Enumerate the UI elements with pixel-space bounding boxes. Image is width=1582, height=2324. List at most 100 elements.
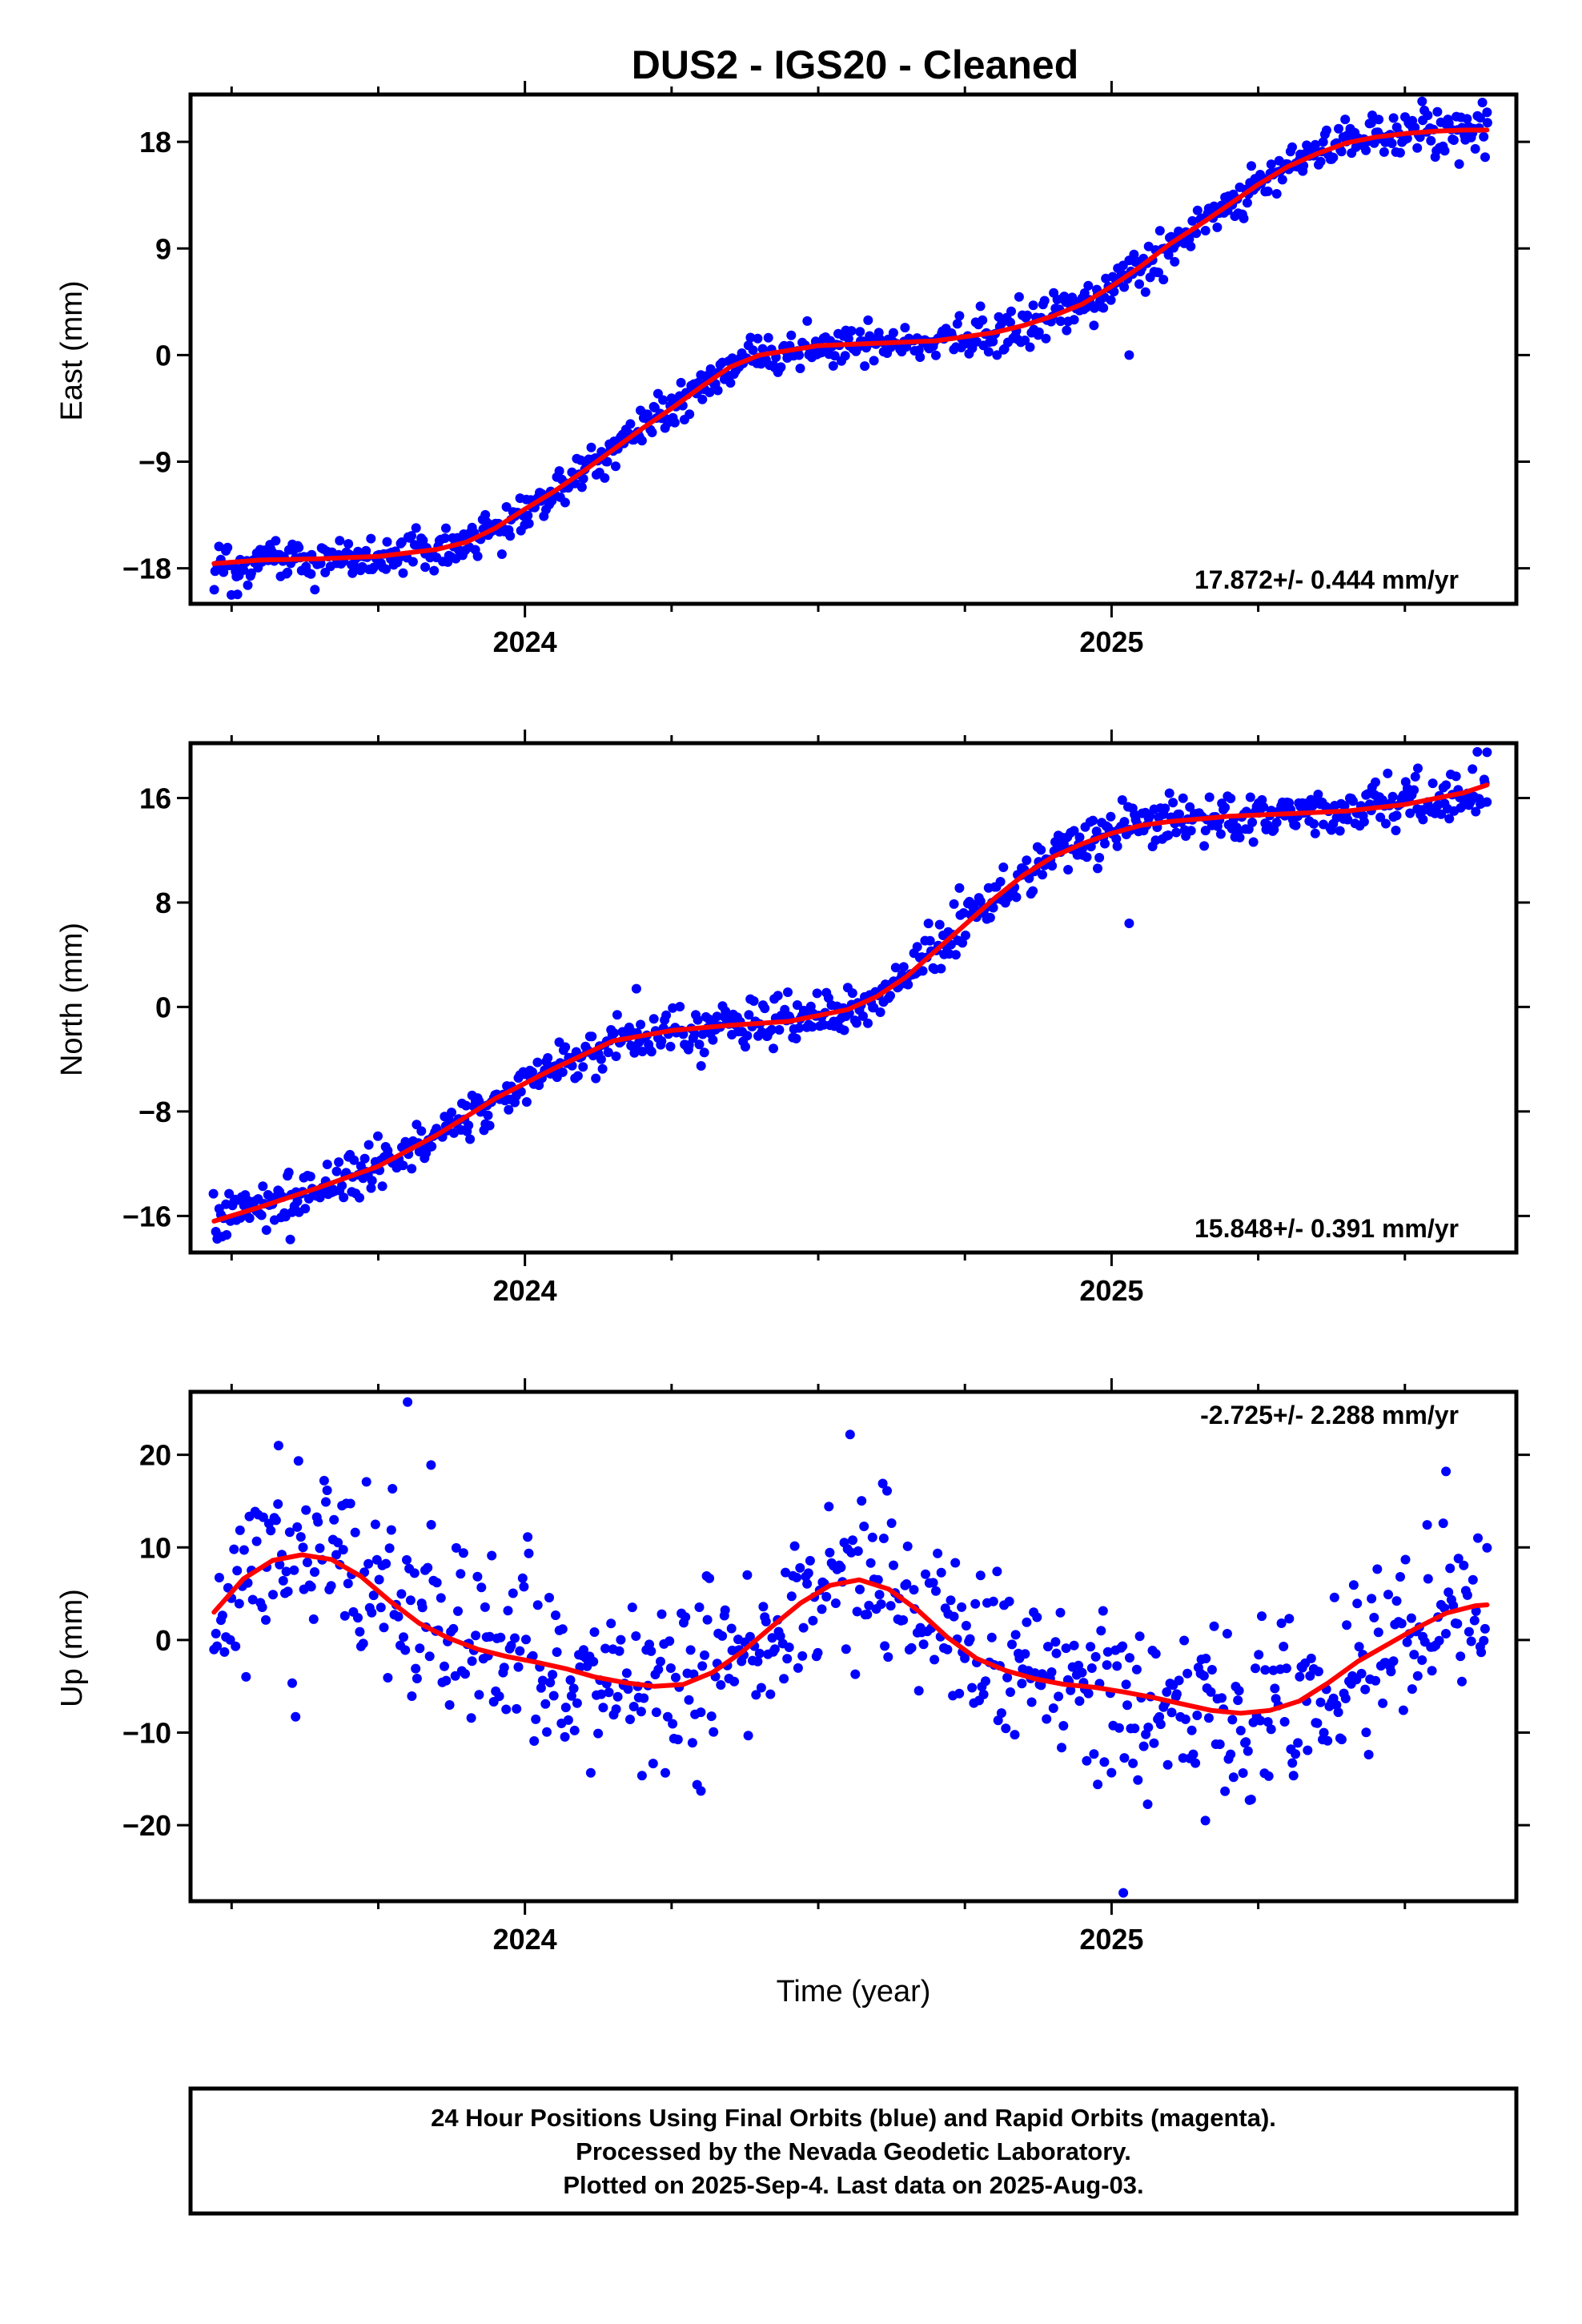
up-data-point: [687, 1738, 697, 1748]
up-data-point: [705, 1573, 715, 1583]
up-data-point: [841, 1644, 851, 1655]
up-data-point: [865, 1558, 876, 1568]
up-data-point: [585, 1767, 596, 1778]
up-data-point: [257, 1602, 267, 1612]
north-data-point: [1199, 841, 1210, 851]
up-data-point: [537, 1675, 548, 1686]
east-data-point: [1388, 113, 1399, 123]
north-data-point: [1310, 828, 1320, 838]
east-data-point: [829, 351, 840, 361]
up-data-point: [950, 1558, 961, 1568]
up-data-point: [1171, 1689, 1182, 1699]
east-data-point: [915, 352, 926, 362]
up-data-point: [326, 1581, 336, 1591]
up-data-point: [883, 1652, 893, 1663]
up-data-point: [1315, 1697, 1326, 1707]
up-data-point: [1010, 1730, 1020, 1740]
up-data-point: [293, 1456, 303, 1466]
up-data-point: [515, 1646, 525, 1656]
up-data-point: [381, 1558, 391, 1569]
up-data-point: [1102, 1660, 1112, 1671]
north-data-point: [1011, 892, 1022, 903]
east-data-point: [1212, 222, 1223, 232]
up-data-point: [614, 1646, 624, 1656]
up-data-point: [978, 1689, 989, 1699]
north-data-point: [1291, 820, 1301, 830]
up-data-point: [568, 1683, 579, 1694]
up-data-point: [1423, 1574, 1433, 1584]
up-data-point: [931, 1586, 941, 1596]
east-data-point: [1140, 287, 1150, 297]
up-data-point: [1438, 1518, 1448, 1529]
up-data-point: [813, 1647, 823, 1658]
east-data-point: [408, 557, 418, 567]
up-data-point: [1222, 1629, 1232, 1638]
up-data-point: [1373, 1627, 1383, 1638]
up-data-point: [949, 1611, 959, 1622]
east-data-point: [209, 585, 219, 595]
north-data-point: [675, 1002, 685, 1011]
up-data-point: [611, 1704, 621, 1715]
up-data-point: [1287, 1758, 1298, 1768]
up-data-point: [361, 1477, 371, 1487]
up-data-point: [878, 1534, 889, 1543]
up-data-point: [1352, 1598, 1363, 1609]
east-data-point: [1025, 342, 1035, 352]
north-data-point: [699, 1047, 709, 1058]
up-data-point: [646, 1646, 656, 1656]
up-data-point: [830, 1598, 841, 1608]
up-data-point: [417, 1602, 428, 1613]
up-data-point: [496, 1632, 506, 1642]
up-data-point: [1443, 1587, 1454, 1598]
north-rate-label: 15.848+/- 0.391 mm/yr: [1195, 1214, 1459, 1243]
up-data-point: [612, 1691, 623, 1702]
east-data-point: [602, 456, 612, 467]
up-outlier-point: [696, 1786, 706, 1796]
up-data-point: [1010, 1630, 1021, 1640]
up-data-point: [689, 1669, 699, 1679]
east-data-point: [600, 472, 610, 483]
north-data-point: [373, 1131, 383, 1141]
east-frame: [188, 92, 1519, 606]
up-data-point: [1020, 1649, 1030, 1659]
up-data-point: [1122, 1700, 1132, 1711]
east-data-point: [705, 388, 715, 397]
up-data-point: [936, 1567, 946, 1578]
up-data-point: [697, 1661, 708, 1671]
north-data-point: [587, 1031, 597, 1042]
north-data-point: [504, 1104, 514, 1115]
up-data-point: [1083, 1688, 1094, 1699]
up-data-point: [661, 1767, 670, 1778]
up-data-point: [1303, 1745, 1313, 1755]
up-data-point: [1279, 1642, 1289, 1651]
north-fit-curve: [211, 782, 1490, 1224]
north-y-tick-label: 8: [155, 887, 171, 919]
east-data-point: [441, 523, 451, 533]
up-data-point: [743, 1731, 753, 1741]
up-data-point: [1226, 1749, 1236, 1759]
east-y-tick-label: −18: [122, 553, 171, 585]
east-data-point: [1477, 98, 1488, 107]
up-plot-area: [209, 1397, 1492, 1898]
up-data-point: [426, 1520, 436, 1530]
up-data-point: [400, 1645, 411, 1655]
up-data-point: [579, 1645, 588, 1655]
up-data-point: [1276, 1618, 1287, 1628]
up-data-point: [1125, 1653, 1134, 1663]
east-data-point: [776, 362, 786, 372]
east-data-point: [576, 482, 587, 493]
north-data-point: [936, 963, 946, 974]
up-data-point: [1050, 1637, 1061, 1647]
up-data-point: [753, 1656, 763, 1667]
north-data-point: [557, 1067, 568, 1077]
up-data-point: [1468, 1574, 1478, 1585]
east-data-point: [757, 344, 768, 354]
east-data-point: [1158, 275, 1169, 285]
up-data-point: [271, 1515, 281, 1526]
east-data-point: [1426, 135, 1436, 146]
east-data-point: [1041, 333, 1051, 344]
up-data-point: [266, 1526, 276, 1536]
up-data-point: [1361, 1727, 1371, 1738]
north-data-point: [416, 1126, 427, 1136]
up-data-point: [782, 1654, 793, 1664]
